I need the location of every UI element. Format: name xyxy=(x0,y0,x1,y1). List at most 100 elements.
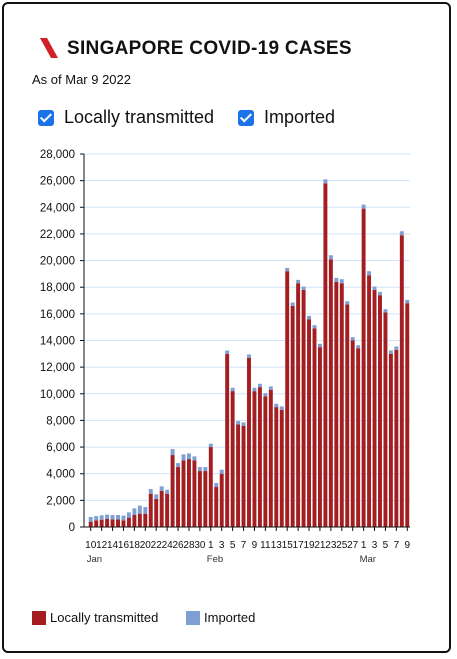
as-of-date: As of Mar 9 2022 xyxy=(32,72,131,87)
bar-local xyxy=(312,328,317,527)
bar-local xyxy=(203,471,208,527)
bar-imported xyxy=(361,204,366,209)
bar-local xyxy=(301,289,306,527)
x-tick-label: 27 xyxy=(347,540,359,551)
bar-local xyxy=(378,295,382,527)
x-tick-label: 30 xyxy=(194,540,206,551)
bar-imported xyxy=(257,383,262,388)
bar-imported xyxy=(181,454,186,461)
bar-imported xyxy=(350,337,355,341)
y-tick-label: 4,000 xyxy=(46,469,75,481)
checkbox-imported[interactable] xyxy=(238,109,254,126)
bar-local xyxy=(339,283,344,527)
x-tick-label: 21 xyxy=(314,540,326,551)
legend-label-imported: Imported xyxy=(204,610,256,625)
y-tick-label: 12,000 xyxy=(40,362,75,374)
bar-local xyxy=(105,519,110,527)
bar-local xyxy=(230,391,235,527)
bar-local xyxy=(181,460,186,527)
y-tick-label: 28,000 xyxy=(40,149,75,161)
bar-local xyxy=(252,391,257,527)
checkbox-locally-transmitted[interactable] xyxy=(38,109,54,126)
bar-local xyxy=(356,348,361,527)
toggle-imported[interactable]: Imported xyxy=(238,107,335,128)
legend-item-local[interactable]: Locally transmitted xyxy=(32,610,158,625)
x-tick-label: 28 xyxy=(183,540,195,551)
bar-imported xyxy=(116,515,120,520)
bar-imported xyxy=(378,291,382,296)
x-tick-label: 7 xyxy=(394,540,400,551)
bar-imported xyxy=(121,515,126,521)
x-tick-label: 14 xyxy=(107,540,119,551)
bar-imported xyxy=(219,469,224,474)
bar-local xyxy=(176,467,181,527)
y-tick-label: 22,000 xyxy=(40,229,75,241)
bar-local xyxy=(345,304,350,527)
bar-imported xyxy=(154,494,159,500)
bar-imported xyxy=(192,456,197,461)
toggle-locally-transmitted[interactable]: Locally transmitted xyxy=(38,107,214,128)
bar-local xyxy=(116,519,120,527)
bar-local xyxy=(187,459,191,527)
legend-item-imported[interactable]: Imported xyxy=(186,610,255,625)
bar-local xyxy=(257,387,262,527)
bar-local xyxy=(192,460,197,527)
bar-imported xyxy=(323,179,328,184)
bar-imported xyxy=(230,387,235,392)
bar-local xyxy=(121,520,126,527)
x-tick-label: 13 xyxy=(271,540,283,551)
x-tick-label: 5 xyxy=(230,540,236,551)
x-tick-label: 23 xyxy=(325,540,337,551)
bar-imported xyxy=(247,354,251,358)
bar-local xyxy=(132,515,137,527)
y-tick-label: 14,000 xyxy=(40,336,75,348)
bar-imported xyxy=(88,517,93,522)
legend-swatch-local xyxy=(32,610,46,625)
bar-local xyxy=(214,487,219,527)
bar-imported xyxy=(197,467,202,472)
x-tick-label: 25 xyxy=(336,540,348,551)
bar-imported xyxy=(241,422,246,426)
legend-swatch-imported xyxy=(186,610,200,625)
bar-imported xyxy=(225,350,230,354)
bar-imported xyxy=(268,386,273,390)
bar-local xyxy=(236,424,241,527)
bar-imported xyxy=(99,515,104,520)
x-tick-label: 5 xyxy=(383,540,389,551)
bar-local xyxy=(126,517,131,527)
x-tick-label: 19 xyxy=(303,540,315,551)
bar-imported xyxy=(252,387,257,392)
x-tick-label: 3 xyxy=(372,540,378,551)
bar-imported xyxy=(279,406,284,410)
bar-imported xyxy=(263,393,268,397)
x-tick-label: 26 xyxy=(172,540,184,551)
bar-imported xyxy=(208,443,213,448)
toggle-label-imported: Imported xyxy=(264,107,336,127)
bar-imported xyxy=(356,345,361,349)
bar-imported xyxy=(285,267,290,272)
bar-imported xyxy=(317,343,322,348)
bar-imported xyxy=(383,309,388,313)
y-tick-label: 20,000 xyxy=(40,256,75,268)
x-tick-label: 17 xyxy=(293,540,305,551)
bar-local xyxy=(99,519,104,527)
bar-imported xyxy=(170,449,175,456)
bar-local xyxy=(137,513,142,527)
x-tick-label: 11 xyxy=(260,540,271,551)
bar-imported xyxy=(94,516,99,521)
bar-imported xyxy=(148,489,153,494)
y-tick-label: 26,000 xyxy=(40,176,75,188)
bar-local xyxy=(274,407,279,527)
y-tick-label: 0 xyxy=(69,522,75,534)
x-tick-label: 18 xyxy=(129,540,141,551)
x-tick-label: 24 xyxy=(162,540,174,551)
bar-local xyxy=(350,340,355,527)
bar-local xyxy=(367,275,372,527)
bar-local xyxy=(154,499,159,527)
x-tick-label: 22 xyxy=(151,540,163,551)
x-tick-label: 9 xyxy=(252,540,258,551)
bar-local xyxy=(285,271,290,527)
bar-local xyxy=(394,349,399,527)
legend-label-local: Locally transmitted xyxy=(50,610,159,625)
y-tick-label: 8,000 xyxy=(46,415,75,427)
